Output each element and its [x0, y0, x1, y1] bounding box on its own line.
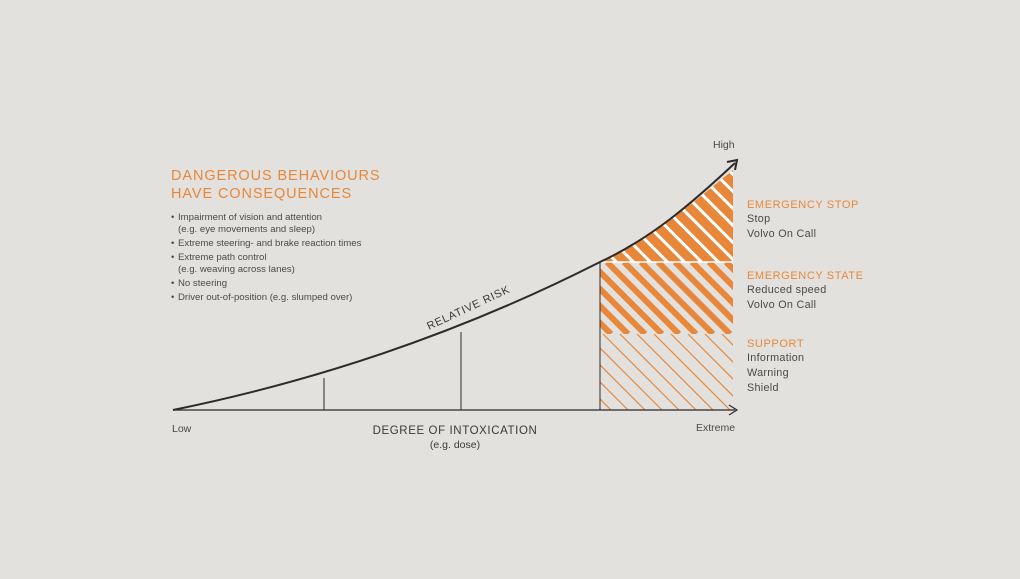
- hatch-line: [846, 160, 951, 265]
- hatch-line: [489, 160, 594, 265]
- hatch-line: [600, 381, 629, 410]
- zone-item: Reduced speed: [747, 284, 827, 296]
- zone-title: SUPPORT: [747, 338, 805, 350]
- headline-line-2: HAVE CONSEQUENCES: [171, 186, 353, 202]
- zone-item: Volvo On Call: [747, 299, 817, 311]
- hatch-line: [600, 267, 665, 334]
- hatch-line: [621, 262, 699, 334]
- hatch-line: [600, 347, 663, 410]
- y-high-label: High: [713, 139, 735, 151]
- x-high-label: Extreme: [696, 422, 735, 434]
- hatch-line: [687, 334, 733, 380]
- risk-curve: [172, 162, 736, 411]
- x-low-label: Low: [172, 423, 192, 435]
- hatch-line: [824, 334, 900, 410]
- hatch-line: [600, 284, 648, 334]
- hatch-line: [636, 334, 714, 410]
- zone-emergency-state: EMERGENCY STATE Reduced speed Volvo On C…: [747, 269, 864, 313]
- hatch-line: [518, 334, 594, 410]
- headline-line-1: DANGEROUS BEHAVIOURS: [171, 168, 381, 184]
- zone-item: Information: [747, 352, 805, 364]
- hatch-line: [600, 170, 666, 262]
- x-axis-arrow-icon: [728, 404, 739, 416]
- hatch-line: [807, 334, 883, 410]
- list-item: • Extreme path control (e.g. weaving acro…: [171, 252, 295, 275]
- hatch-line: [600, 170, 649, 262]
- hatch-line: [863, 160, 968, 265]
- zone-title: EMERGENCY STOP: [747, 199, 859, 211]
- zone-item: Volvo On Call: [747, 228, 817, 240]
- hatch-line: [600, 170, 632, 262]
- emergency-state-zone: [505, 262, 733, 334]
- list-item: • No steering: [171, 278, 228, 289]
- x-axis-title: DEGREE OF INTOXICATION: [373, 425, 538, 437]
- hatch-line: [472, 160, 577, 265]
- hatch-line: [455, 160, 560, 265]
- x-axis-subtitle: (e.g. dose): [430, 439, 480, 451]
- hatch-line: [689, 262, 733, 308]
- hatch-line: [704, 334, 733, 363]
- headline: DANGEROUS BEHAVIOURS HAVE CONSEQUENCES: [171, 167, 381, 203]
- hatch-line: [522, 262, 594, 334]
- behaviour-list: • Impairment of vision and attention (e.g…: [171, 212, 411, 306]
- zone-emergency-stop: EMERGENCY STOP Stop Volvo On Call: [747, 198, 859, 242]
- hatch-line: [602, 334, 680, 410]
- zone-item: Warning: [747, 367, 789, 379]
- curve-arrow-icon: [726, 158, 739, 171]
- hatch-line: [600, 301, 631, 334]
- zone-support: SUPPORT Information Warning Shield: [747, 337, 804, 396]
- zone-title: EMERGENCY STATE: [747, 270, 864, 282]
- hatch-line: [653, 334, 731, 410]
- hatch-line: [672, 262, 733, 325]
- hatch-line: [670, 334, 733, 397]
- zone-item: Stop: [747, 213, 771, 225]
- hatch-line: [604, 262, 682, 334]
- hatch-line: [505, 262, 577, 334]
- support-zone: [484, 334, 900, 410]
- hatch-line: [501, 334, 577, 410]
- hatch-line: [638, 262, 716, 334]
- hatch-line: [600, 364, 646, 410]
- hatch-line: [655, 262, 733, 334]
- hatch-line: [619, 334, 697, 410]
- hatch-line: [706, 170, 733, 262]
- hatch-line: [706, 262, 733, 291]
- hatch-line: [600, 170, 615, 262]
- hatch-line: [484, 334, 560, 410]
- list-item: • Impairment of vision and attention (e.g…: [171, 212, 322, 235]
- list-item: • Extreme steering- and brake reaction ti…: [171, 238, 362, 249]
- zone-item: Shield: [747, 382, 779, 394]
- list-item: • Driver out-of-position (e.g. slumped ov…: [171, 292, 353, 303]
- emergency-stop-zone: [455, 160, 968, 265]
